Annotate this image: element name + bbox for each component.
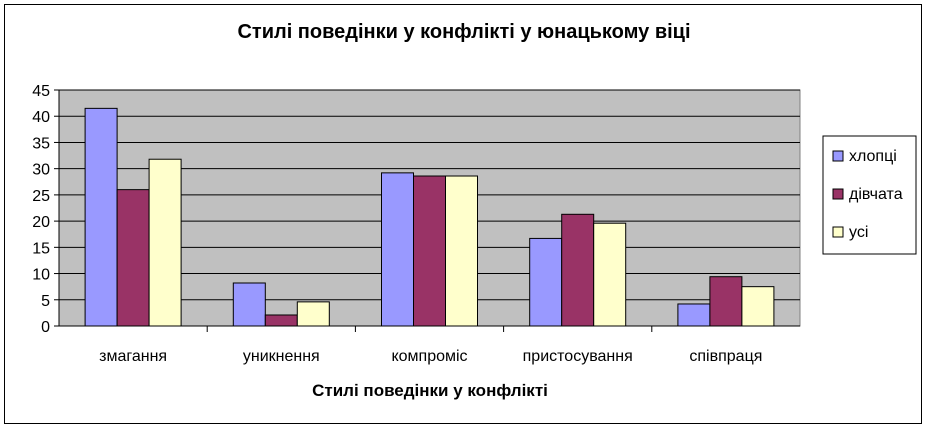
bar-3-5	[741, 286, 775, 327]
chart-title: Стилі поведінки у конфлікті у юнацькому …	[237, 21, 690, 43]
bar-2-5	[709, 276, 743, 327]
x-category-label: уникнення	[243, 348, 320, 365]
bar-2-1	[116, 189, 150, 327]
bar-1-5	[677, 303, 711, 327]
y-tick-labels: 0 5 10 15 20 25 30 35 40 45	[32, 83, 50, 336]
legend-label: усі	[849, 224, 868, 241]
y-tick-label: 35	[32, 135, 50, 152]
y-tick-label: 40	[32, 109, 50, 126]
bar-1-1	[84, 107, 118, 327]
y-tick-label: 20	[32, 214, 50, 231]
bar-2-3	[413, 175, 446, 327]
legend-label: хлопці	[849, 148, 897, 165]
legend-swatch	[832, 226, 844, 238]
bar-1-2	[232, 282, 266, 327]
y-tick-label: 5	[41, 293, 50, 310]
y-tick-label: 15	[32, 240, 50, 257]
x-category-labels: змагання уникнення компроміс пристосування с…	[99, 348, 762, 365]
legend-label: дівчата	[849, 186, 903, 203]
bar-3-2	[296, 301, 330, 327]
bar-1-3	[381, 172, 414, 327]
bar-2-4	[561, 213, 595, 327]
x-category-label: змагання	[99, 348, 167, 365]
bar-3-3	[445, 175, 478, 327]
bar-2-2	[264, 314, 298, 327]
bars-group	[84, 107, 775, 327]
y-tick-label: 0	[41, 319, 50, 336]
legend: хлопці дівчата усі	[822, 135, 917, 255]
x-category-label: компроміс	[391, 348, 467, 365]
y-tick-label: 25	[32, 188, 50, 205]
x-category-label: пристосування	[523, 348, 633, 365]
legend-swatch	[832, 188, 844, 200]
x-axis-title: Стилі поведінки у конфлікті	[312, 381, 548, 400]
x-category-label: співпраця	[689, 348, 762, 365]
bar-3-1	[148, 158, 182, 327]
bar-1-4	[529, 237, 563, 327]
y-tick-label: 30	[32, 162, 50, 179]
bar-3-4	[593, 222, 627, 327]
y-tick-label: 10	[32, 267, 50, 284]
legend-swatch	[832, 150, 844, 162]
axes	[54, 89, 800, 332]
y-tick-label: 45	[32, 83, 50, 100]
